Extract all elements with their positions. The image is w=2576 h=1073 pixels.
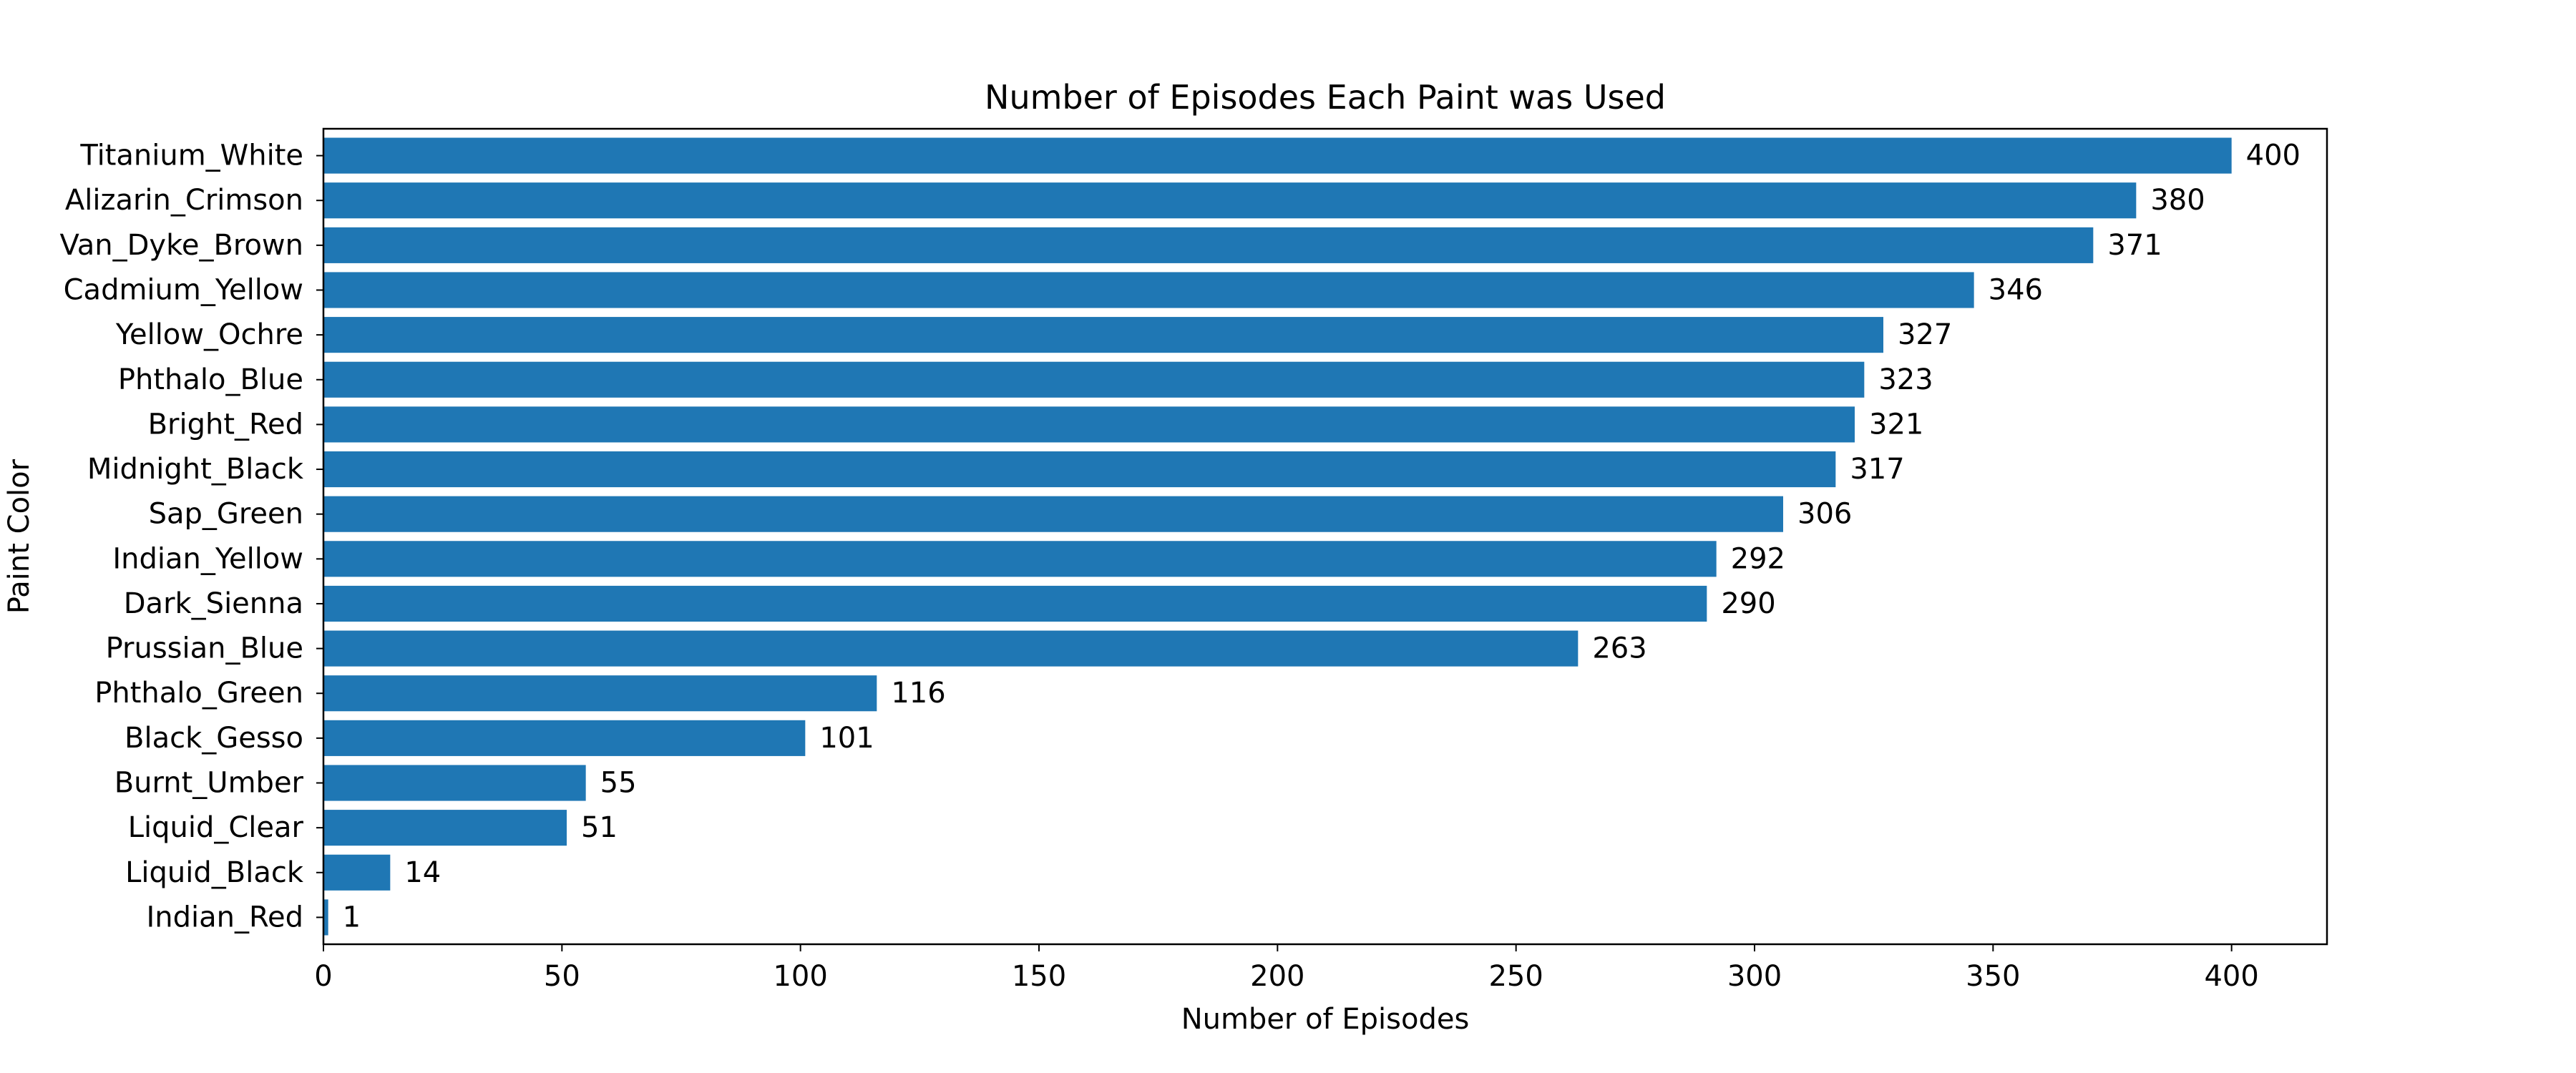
value-label-bright-red: 321 <box>1869 408 1923 441</box>
bar-sap-green <box>323 496 1783 532</box>
x-tick-label-400: 400 <box>2204 960 2258 993</box>
value-label-sap-green: 306 <box>1797 498 1852 531</box>
plot-area <box>323 129 2327 944</box>
x-tick-label-250: 250 <box>1488 960 1543 993</box>
labels-layer: 400 380 371 346 327 323 321 317 306 292 290 263 116 1… <box>343 139 2301 934</box>
value-label-indian-yellow: 292 <box>1731 542 1785 575</box>
value-label-phthalo-green: 116 <box>891 677 945 710</box>
chart-title: Number of Episodes Each Paint was Used <box>985 78 1666 117</box>
plot-frame <box>322 127 2328 946</box>
value-label-yellow-ochre: 327 <box>1898 318 1952 351</box>
value-label-burnt-umber: 55 <box>600 767 637 800</box>
y-tick-label-midnight-black: Midnight_Black <box>87 453 304 486</box>
value-label-indian-red: 1 <box>343 901 361 934</box>
y-tick-label-indian-red: Indian_Red <box>146 901 303 934</box>
x-axis-label: Number of Episodes <box>1181 1003 1470 1036</box>
bar-prussian-blue <box>323 630 1579 667</box>
bar-van-dyke-brown <box>323 227 2094 263</box>
y-tick-label-phthalo-green: Phthalo_Green <box>94 677 303 710</box>
bar-dark-sienna <box>323 585 1707 622</box>
bar-midnight-black <box>323 451 1836 488</box>
bar-liquid-clear <box>323 810 567 846</box>
bar-bright-red <box>323 406 1855 443</box>
y-tick-label-sap-green: Sap_Green <box>149 498 303 531</box>
y-axis-label: Paint Color <box>3 459 36 614</box>
y-tick-label-yellow-ochre: Yellow_Ochre <box>115 318 303 351</box>
x-tick-label-200: 200 <box>1250 960 1304 993</box>
bar-indian-yellow <box>323 541 1717 577</box>
value-label-midnight-black: 317 <box>1850 453 1904 486</box>
bars-layer <box>323 137 2232 936</box>
value-label-van-dyke-brown: 371 <box>2107 229 2162 262</box>
y-tick-label-liquid-clear: Liquid_Clear <box>128 811 304 844</box>
bar-phthalo-blue <box>323 361 1865 398</box>
y-tick-label-dark-sienna: Dark_Sienna <box>124 587 303 620</box>
y-tick-label-indian-yellow: Indian_Yellow <box>112 542 303 575</box>
x-tick-label-0: 0 <box>314 960 332 993</box>
bar-phthalo-green <box>323 675 877 712</box>
value-label-phthalo-blue: 323 <box>1878 363 1933 396</box>
value-label-liquid-black: 14 <box>404 856 441 889</box>
bar-titanium-white <box>323 137 2232 174</box>
y-tick-label-black-gesso: Black_Gesso <box>125 722 303 755</box>
value-label-prussian-blue: 263 <box>1592 632 1646 665</box>
value-label-black-gesso: 101 <box>819 722 874 755</box>
y-tick-label-liquid-black: Liquid_Black <box>125 856 304 889</box>
bar-burnt-umber <box>323 765 586 801</box>
y-tick-label-van-dyke-brown: Van_Dyke_Brown <box>60 229 304 262</box>
value-label-dark-sienna: 290 <box>1721 587 1775 620</box>
y-tick-label-prussian-blue: Prussian_Blue <box>106 632 303 665</box>
x-tick-label-50: 50 <box>544 960 580 993</box>
bar-alizarin-crimson <box>323 182 2137 219</box>
y-tick-label-burnt-umber: Burnt_Umber <box>114 767 304 800</box>
x-tick-label-350: 350 <box>1966 960 2020 993</box>
x-tick-label-100: 100 <box>773 960 827 993</box>
y-tick-label-phthalo-blue: Phthalo_Blue <box>118 363 303 396</box>
bar-indian-red <box>323 899 328 936</box>
bar-black-gesso <box>323 720 806 756</box>
value-label-alizarin-crimson: 380 <box>2150 184 2205 217</box>
y-tick-label-cadmium-yellow: Cadmium_Yellow <box>64 273 303 306</box>
bar-liquid-black <box>323 854 391 891</box>
x-tick-label-300: 300 <box>1727 960 1782 993</box>
bar-yellow-ochre <box>323 317 1883 353</box>
value-label-cadmium-yellow: 346 <box>1989 273 2043 306</box>
y-tick-label-alizarin-crimson: Alizarin_Crimson <box>65 184 303 217</box>
value-label-titanium-white: 400 <box>2246 139 2301 172</box>
value-label-liquid-clear: 51 <box>581 811 618 844</box>
x-tick-label-150: 150 <box>1012 960 1066 993</box>
bar-cadmium-yellow <box>323 272 1974 308</box>
y-tick-label-bright-red: Bright_Red <box>148 408 303 441</box>
y-tick-label-titanium-white: Titanium_White <box>79 139 303 172</box>
ticks-layer: Titanium_White Alizarin_Crimson Van_Dyke_B… <box>60 139 2259 993</box>
